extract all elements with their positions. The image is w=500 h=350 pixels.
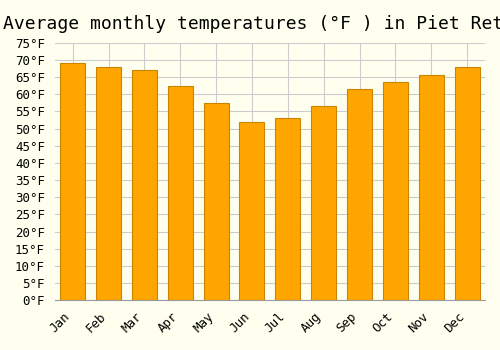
Bar [275, 118, 300, 300]
Bar [204, 103, 229, 300]
Bar [132, 70, 157, 300]
Bar [96, 67, 121, 300]
Bar [383, 82, 408, 300]
Bar [311, 106, 336, 300]
Bar [168, 86, 193, 300]
Bar [60, 63, 85, 300]
Bar [418, 76, 444, 300]
Bar [347, 89, 372, 300]
Title: Average monthly temperatures (°F ) in Piet Retief: Average monthly temperatures (°F ) in Pi… [4, 15, 500, 33]
Bar [240, 122, 264, 300]
Bar [454, 67, 479, 300]
